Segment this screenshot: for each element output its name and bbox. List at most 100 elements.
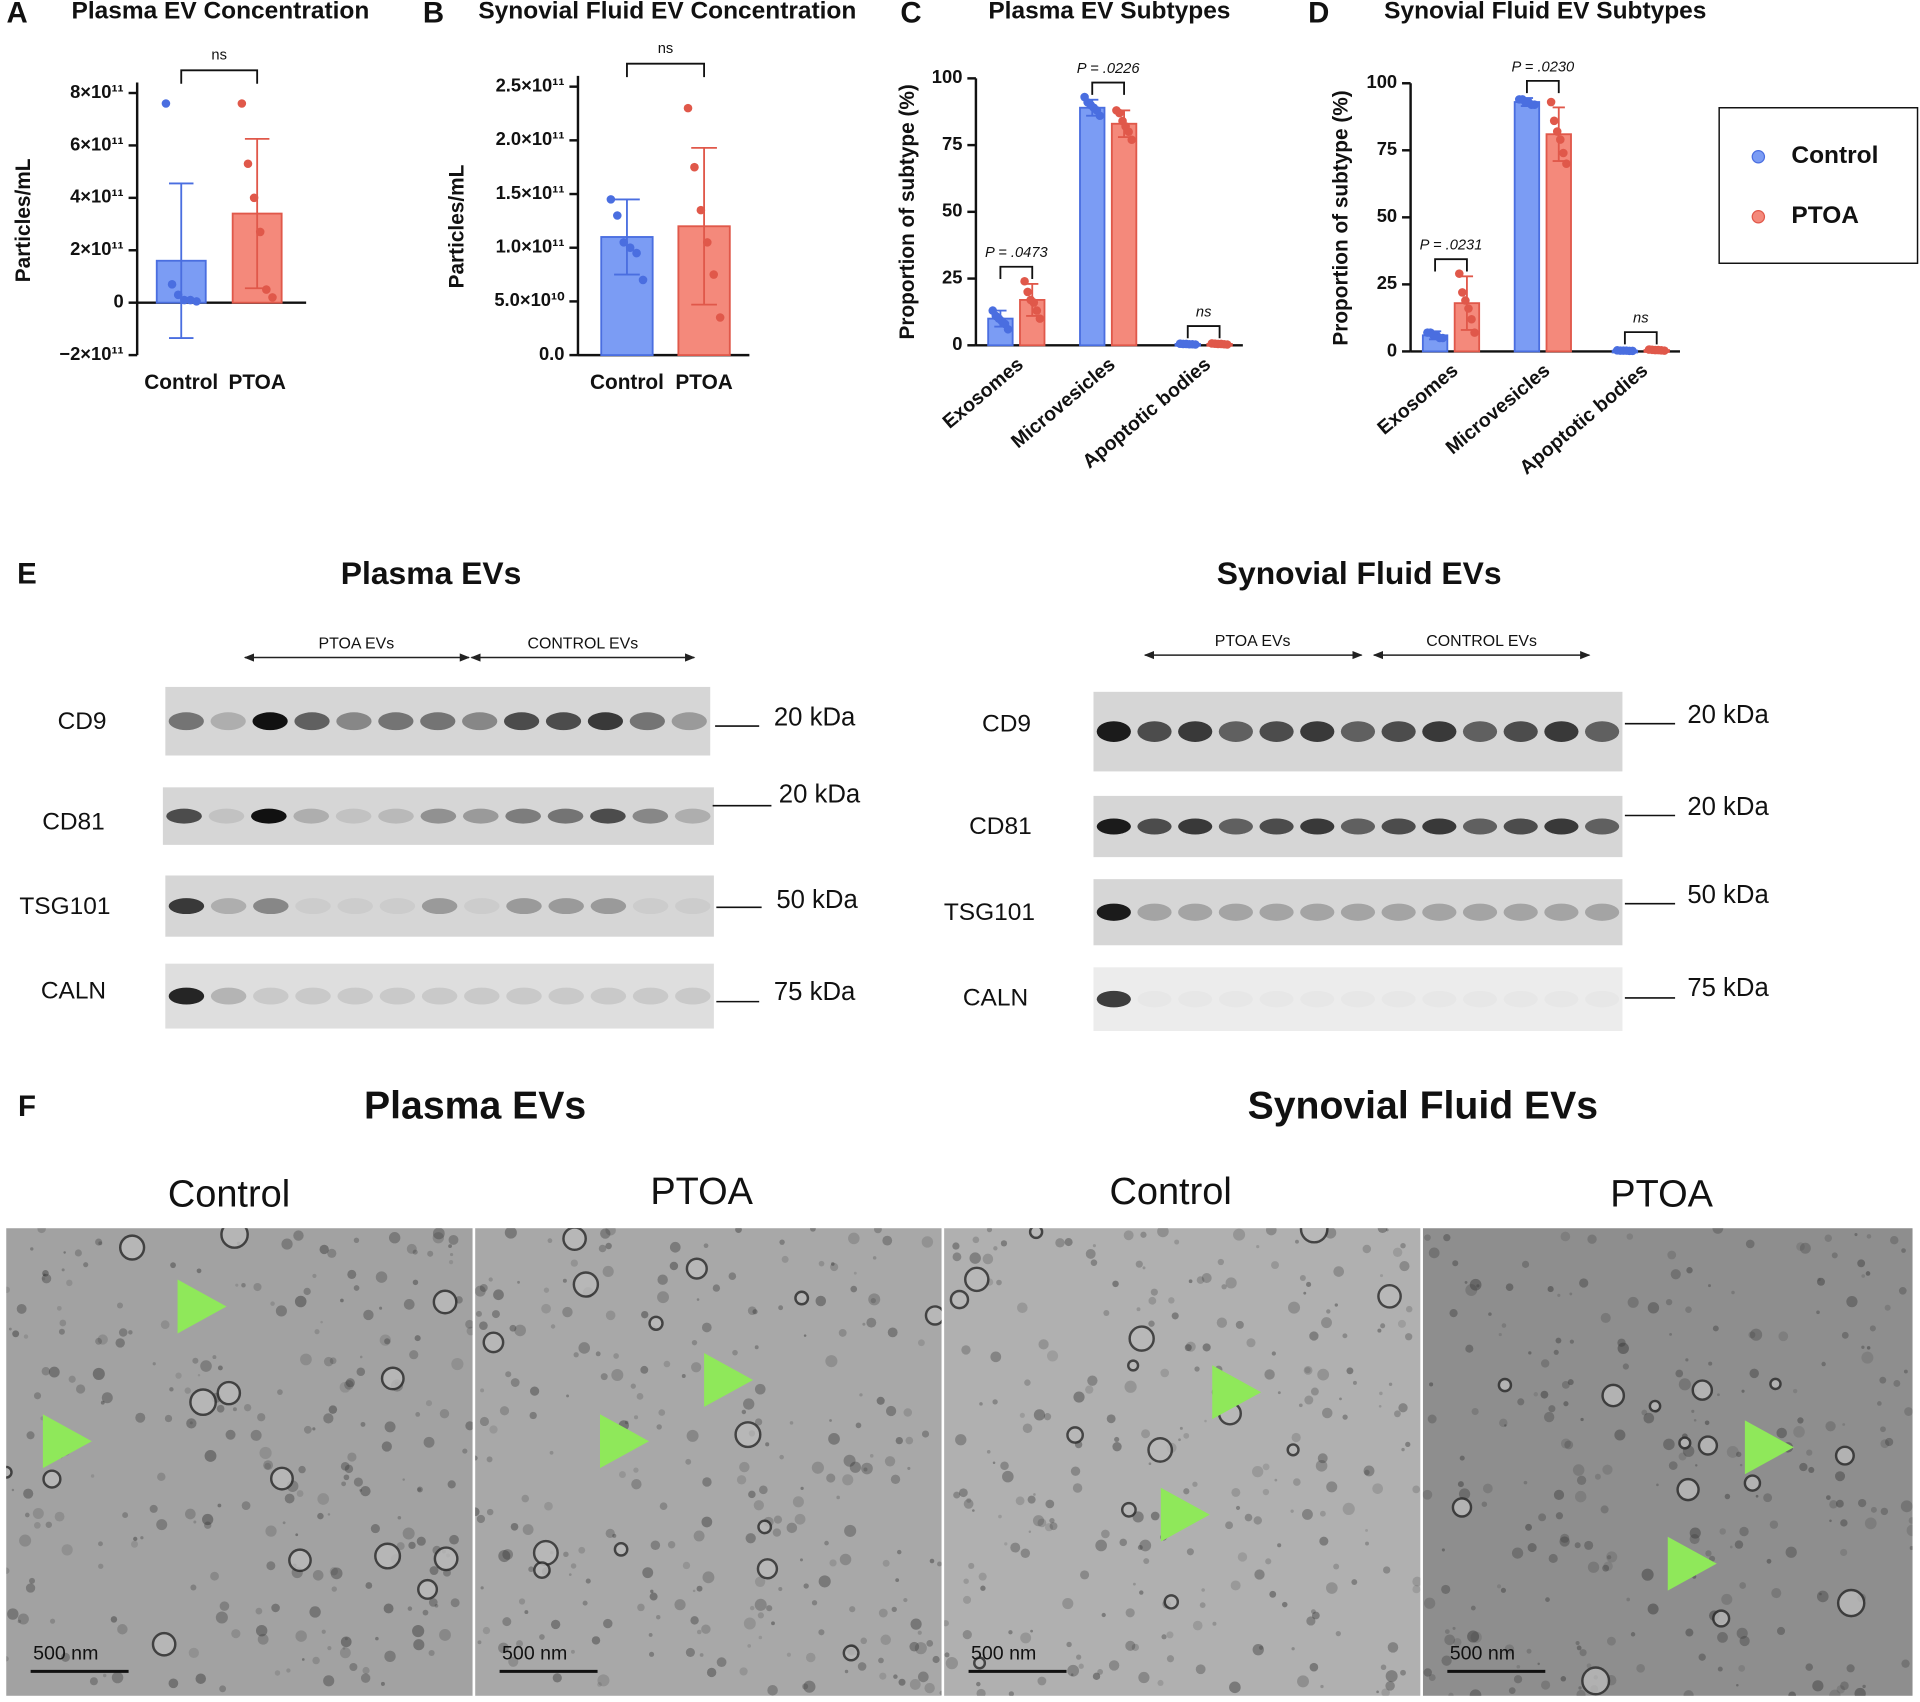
data-point xyxy=(1191,340,1200,349)
texture-speck xyxy=(1663,1438,1675,1451)
vesicle xyxy=(1601,1383,1626,1408)
texture-speck xyxy=(1379,1391,1383,1396)
texture-speck xyxy=(1161,1634,1167,1640)
vesicle xyxy=(532,1539,559,1566)
texture-speck xyxy=(133,1536,138,1541)
texture-speck xyxy=(914,1642,927,1655)
texture-speck xyxy=(360,1421,366,1427)
texture-speck xyxy=(1458,1488,1471,1500)
texture-speck xyxy=(1378,1404,1382,1408)
vesicle xyxy=(648,1315,664,1331)
texture-speck xyxy=(491,1310,500,1319)
texture-speck xyxy=(669,1241,681,1253)
vesicle xyxy=(949,1289,970,1310)
texture-speck xyxy=(298,1465,306,1474)
texture-speck xyxy=(50,1618,56,1624)
y-tick-label: 6×10¹¹ xyxy=(70,133,124,154)
texture-speck xyxy=(1717,1632,1728,1643)
texture-speck xyxy=(1755,1494,1759,1498)
texture-speck xyxy=(1557,1293,1561,1297)
blot-band xyxy=(1503,818,1538,835)
texture-speck xyxy=(882,1235,893,1246)
vesicle xyxy=(1147,1437,1174,1463)
blot-band xyxy=(1178,721,1213,742)
texture-speck xyxy=(30,1247,34,1251)
y-tick-label: −2×10¹¹ xyxy=(59,343,123,364)
y-tick-label: 4×10¹¹ xyxy=(70,186,124,207)
texture-speck xyxy=(749,1605,755,1611)
texture-speck xyxy=(117,1624,128,1635)
data-point xyxy=(1562,159,1571,168)
texture-speck xyxy=(748,1490,756,1499)
vesicle xyxy=(118,1234,146,1261)
texture-speck xyxy=(253,1282,262,1292)
texture-speck xyxy=(12,1330,20,1338)
texture-speck xyxy=(1453,1638,1462,1647)
blot-band xyxy=(1096,721,1131,742)
texture-speck xyxy=(1002,1470,1014,1483)
texture-speck xyxy=(753,1500,764,1511)
texture-speck xyxy=(284,1493,295,1504)
texture-speck xyxy=(1405,1441,1411,1448)
texture-speck xyxy=(100,1400,105,1405)
texture-speck xyxy=(1685,1358,1689,1362)
texture-speck xyxy=(1606,1551,1618,1563)
texture-speck xyxy=(1771,1587,1782,1599)
chart-title: Plasma EV Concentration xyxy=(72,0,370,25)
texture-speck xyxy=(42,1273,46,1277)
texture-speck xyxy=(1204,1419,1207,1423)
texture-speck xyxy=(516,1640,523,1648)
texture-speck xyxy=(362,1666,370,1675)
texture-speck xyxy=(425,1400,433,1407)
micrograph-background xyxy=(944,1228,1421,1696)
legend-label: PTOA xyxy=(1791,202,1859,229)
texture-speck xyxy=(544,1501,553,1511)
texture-speck xyxy=(1192,1620,1203,1631)
data-point xyxy=(249,193,259,203)
texture-speck xyxy=(1553,1489,1565,1501)
data-point xyxy=(619,238,629,247)
significance-bracket xyxy=(1526,79,1560,94)
texture-speck xyxy=(758,1635,763,1640)
texture-speck xyxy=(891,1606,897,1613)
texture-speck xyxy=(1465,1344,1474,1353)
y-tick-label: 0 xyxy=(952,333,962,354)
texture-speck xyxy=(803,1680,816,1693)
texture-speck xyxy=(1073,1391,1085,1403)
texture-speck xyxy=(909,1641,920,1652)
texture-speck xyxy=(1858,1498,1867,1508)
blot-band xyxy=(506,898,542,915)
blot-band xyxy=(1340,818,1376,835)
texture-speck xyxy=(1734,1540,1744,1549)
texture-speck xyxy=(699,1653,704,1657)
texture-speck xyxy=(969,1252,981,1264)
texture-speck xyxy=(184,1387,191,1394)
texture-speck xyxy=(681,1374,686,1378)
texture-speck xyxy=(1481,1501,1488,1507)
blot-band xyxy=(1178,991,1212,1008)
texture-speck xyxy=(1862,1684,1866,1689)
texture-speck xyxy=(360,1673,371,1683)
legend-marker xyxy=(1751,149,1766,164)
y-tick-label: 50 xyxy=(942,200,962,221)
texture-speck xyxy=(95,1238,103,1246)
texture-speck xyxy=(210,1571,219,1581)
texture-speck xyxy=(1441,1548,1445,1552)
vesicle xyxy=(380,1366,405,1391)
blot-membrane xyxy=(1093,967,1623,1031)
data-point xyxy=(1035,314,1045,323)
texture-speck xyxy=(509,1324,517,1332)
texture-speck xyxy=(480,1388,485,1393)
texture-speck xyxy=(1854,1233,1858,1237)
significance-label: ns xyxy=(211,47,227,63)
texture-speck xyxy=(54,1511,65,1522)
texture-speck xyxy=(1150,1511,1160,1521)
blot-band xyxy=(1178,903,1213,921)
texture-speck xyxy=(917,1671,929,1683)
vesicle xyxy=(562,1228,587,1252)
texture-speck xyxy=(1821,1361,1826,1367)
group-label: CONTROL EVs xyxy=(1426,633,1537,650)
arrowhead-indicator xyxy=(1744,1420,1794,1475)
texture-speck xyxy=(882,1559,890,1567)
texture-speck xyxy=(937,1561,942,1567)
